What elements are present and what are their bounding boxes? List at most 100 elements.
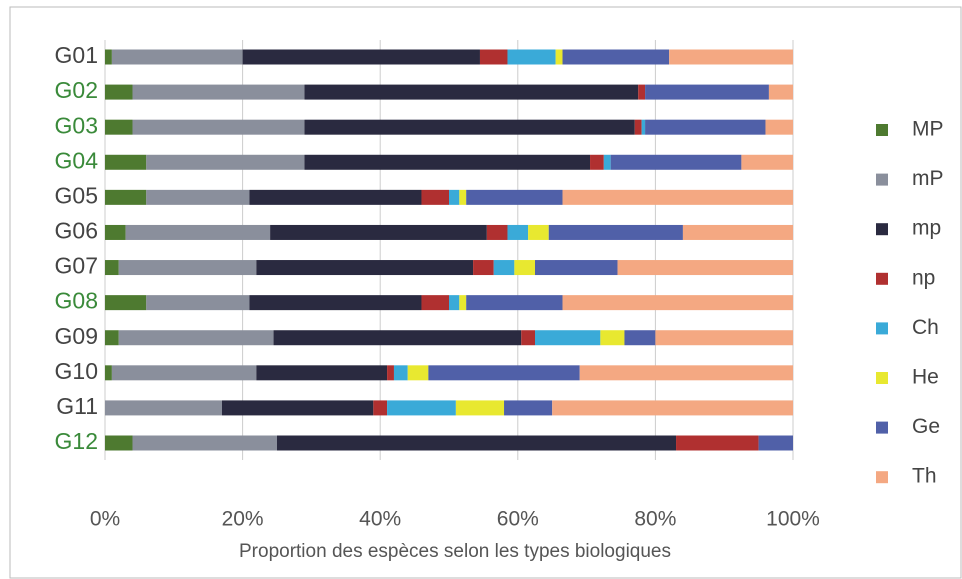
bar-segment [387, 365, 394, 381]
legend-swatch [876, 124, 888, 136]
bar-segment [641, 119, 646, 135]
bar-segment [304, 119, 635, 135]
bar-segment [304, 84, 639, 100]
bar-segment [579, 365, 793, 381]
legend-swatch [876, 272, 888, 285]
bar-segment [146, 189, 250, 205]
bar-segment [548, 224, 683, 240]
bar-segment [105, 435, 133, 451]
frame [9, 6, 962, 579]
bar-segment [655, 330, 793, 346]
bar-segment [277, 435, 677, 451]
x-tick-label: 80% [634, 508, 676, 531]
bar-segment [758, 435, 793, 451]
bar-segment [221, 400, 374, 416]
legend-swatch [876, 372, 888, 384]
bar-segment [111, 49, 243, 65]
x-tick-label: 40% [359, 508, 401, 531]
y-tick-label: G08 [55, 288, 98, 314]
y-tick-label: G01 [55, 42, 98, 68]
bar-segment [676, 435, 759, 451]
bar-segment [552, 400, 793, 416]
bar-segment [741, 154, 793, 170]
bar-segment [768, 84, 793, 100]
bar-segment [421, 189, 449, 205]
bar-segment [125, 224, 271, 240]
bar-segment [562, 49, 670, 65]
bar-segment [634, 119, 642, 135]
bar-segment [428, 365, 580, 381]
bar-segment [105, 49, 112, 65]
bar-segment [473, 260, 494, 276]
bar-segment [449, 295, 460, 311]
bar-segment [249, 295, 422, 311]
bar-segment [132, 435, 277, 451]
bar-segment [514, 260, 535, 276]
bar-segment [455, 400, 505, 416]
bar-segment [624, 330, 656, 346]
bar-segment [304, 154, 591, 170]
bar-segment [118, 260, 257, 276]
bar-segment [256, 260, 474, 276]
bar-segment [407, 365, 429, 381]
y-tick-label: G09 [55, 323, 98, 349]
bar-segment [111, 365, 257, 381]
bar-segment [105, 119, 133, 135]
bar-segment [535, 330, 601, 346]
bar-segment [617, 260, 793, 276]
bar-segment [528, 224, 549, 240]
bar-segment [486, 224, 508, 240]
bar-segment [466, 189, 563, 205]
legend-swatch [876, 322, 888, 335]
bar-segment [373, 400, 388, 416]
x-tick-label: 100% [766, 508, 820, 531]
x-tick-label: 20% [222, 508, 264, 531]
bar-segment [459, 189, 467, 205]
legend-label: Ge [912, 415, 940, 438]
bar-segment [256, 365, 388, 381]
bar-segment [105, 260, 119, 276]
y-tick-label: G06 [55, 218, 98, 244]
bar-segment [132, 119, 305, 135]
bar-segment [105, 189, 147, 205]
bar-segment [105, 224, 126, 240]
bar-segment [479, 49, 508, 65]
bar-segment [590, 154, 604, 170]
bar-segment [682, 224, 793, 240]
bar-segment [493, 260, 515, 276]
bar-segment [105, 154, 147, 170]
bar-segment [645, 84, 769, 100]
x-tick-label: 0% [90, 508, 120, 531]
legend-label: Ch [912, 316, 939, 339]
bar-segment [393, 365, 408, 381]
bar-segment [421, 295, 449, 311]
bar-segment [105, 84, 133, 100]
bar-segment [669, 49, 793, 65]
y-tick-label: G03 [55, 112, 98, 138]
bar-segment [273, 330, 522, 346]
legend-swatch [876, 173, 888, 186]
bar-segment [521, 330, 535, 346]
y-tick-label: G04 [55, 147, 99, 173]
bar-segment [249, 189, 422, 205]
bar-segment [603, 154, 611, 170]
y-tick-label: G05 [55, 182, 98, 208]
x-tick-label: 60% [497, 508, 539, 531]
legend-swatch [876, 223, 888, 236]
bar-segment [562, 295, 793, 311]
bar-segment [270, 224, 487, 240]
y-tick-label: G10 [55, 358, 98, 384]
legend-label: He [912, 366, 939, 389]
y-tick-label: G12 [55, 428, 98, 454]
bar-segment [459, 295, 467, 311]
bar-segment [105, 400, 222, 416]
bar-segment [242, 49, 480, 65]
legend-swatch [876, 471, 888, 484]
bar-segment [645, 119, 766, 135]
bar-segment [535, 260, 618, 276]
y-tick-label: G02 [55, 77, 98, 103]
legend-label: mp [912, 217, 941, 240]
bar-segment [105, 295, 147, 311]
bar-segment [555, 49, 563, 65]
